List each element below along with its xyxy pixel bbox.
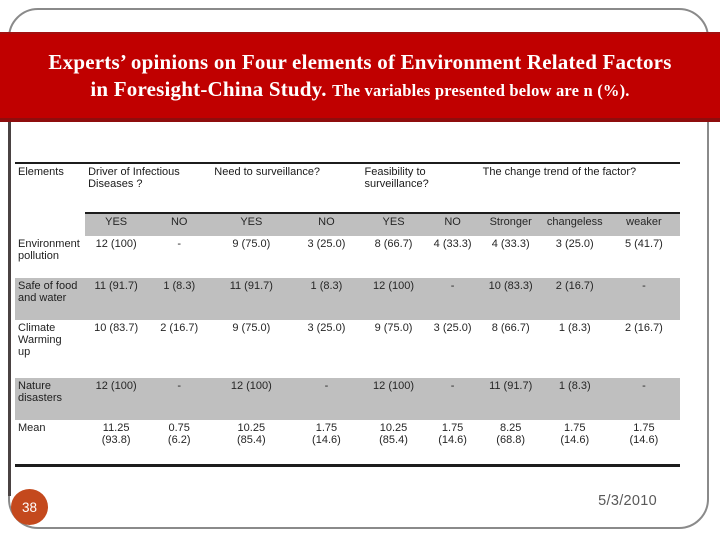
subheader-changeless: changeless — [541, 213, 608, 236]
table-cell: - — [291, 378, 362, 420]
page-subtitle: The variables presented below are n (%). — [332, 80, 630, 100]
table-cell: 2 (16.7) — [160, 322, 199, 334]
table-cell: 1.75 (14.6) — [438, 422, 467, 446]
subheader-need-no: NO — [291, 213, 362, 236]
table-cell: 12 (100) — [85, 378, 148, 420]
page-title-line2: in Foresight-China Study. The variables … — [0, 76, 720, 104]
subheader-need-yes: YES — [211, 213, 292, 236]
subheader-feasibility-no: NO — [425, 213, 480, 236]
table-cell: - — [607, 378, 680, 420]
table-cell: 3 (25.0) — [307, 322, 346, 334]
table-cell: 2 (16.7) — [624, 322, 663, 334]
column-header-driver: Driver of Infectious Diseases ? — [85, 163, 212, 214]
page-number-badge: 38 — [11, 489, 48, 525]
table-cell: 8.25 (68.8) — [496, 422, 526, 446]
table-cell: 9 (75.0) — [232, 322, 271, 334]
table-cell: - — [607, 278, 680, 320]
column-header-need: Need to surveillance? — [211, 163, 362, 214]
table-cell: 10.25 (85.4) — [236, 422, 266, 446]
column-header-feasibility: Feasibility to surveillance? — [361, 163, 480, 214]
table-cell: 10.25 (85.4) — [379, 422, 408, 446]
table-cell: 1 (8.3) — [147, 278, 212, 320]
table-cell: - — [425, 378, 480, 420]
table-cell: 1 (8.3) — [541, 378, 608, 420]
table-cell: 11 (91.7) — [211, 278, 292, 320]
table-cell: 10 (83.7) — [94, 322, 139, 334]
left-accent-bar — [8, 121, 11, 496]
results-table: Elements Driver of Infectious Diseases ?… — [15, 162, 680, 467]
slide-date: 5/3/2010 — [598, 493, 657, 509]
table-row-environment-pollution: Environment pollution 12 (100) - 9 (75.0… — [15, 236, 680, 278]
table-cell: 11.25 (93.8) — [101, 422, 131, 446]
table-cell: 9 (75.0) — [232, 238, 271, 250]
table-row-climate-warming: Climate Warming up 10 (83.7) 2 (16.7) 9 … — [15, 320, 680, 378]
table-cell: 12 (100) — [361, 378, 426, 420]
column-header-trend: The change trend of the factor? — [479, 163, 680, 214]
table-cell: 9 (75.0) — [374, 322, 413, 334]
table-cell: 4 (33.3) — [433, 238, 472, 250]
row-label: Safe of food and water — [15, 278, 86, 320]
table-row-mean: Mean 11.25 (93.8) 0.75 (6.2) 10.25 (85.4… — [15, 420, 680, 466]
table-cell: 1 (8.3) — [291, 278, 362, 320]
table-row-nature-disasters: Nature disasters 12 (100) - 12 (100) - 1… — [15, 378, 680, 420]
subheader-stronger: Stronger — [479, 213, 542, 236]
subheader-driver-no: NO — [147, 213, 212, 236]
table-cell: 5 (41.7) — [624, 238, 663, 250]
table-cell: 8 (66.7) — [374, 238, 413, 250]
results-table-container: Elements Driver of Infectious Diseases ?… — [15, 162, 680, 467]
table-cell: 1.75 (14.6) — [560, 422, 590, 446]
table-cell: 2 (16.7) — [541, 278, 608, 320]
table-cell: 1.75 (14.6) — [629, 422, 659, 446]
table-cell: 0.75 (6.2) — [167, 422, 191, 446]
table-cell: 12 (100) — [95, 238, 137, 250]
table-cell: 10 (83.3) — [479, 278, 542, 320]
table-cell: 3 (25.0) — [555, 238, 594, 250]
table-row-safe-food-water: Safe of food and water 11 (91.7) 1 (8.3)… — [15, 278, 680, 320]
table-cell: 1 (8.3) — [558, 322, 591, 334]
table-cell: 12 (100) — [211, 378, 292, 420]
row-label: Mean — [18, 422, 46, 434]
subheader-feasibility-yes: YES — [361, 213, 426, 236]
table-cell: - — [147, 378, 212, 420]
column-header-elements: Elements — [18, 166, 64, 178]
table-group-header-row: Elements Driver of Infectious Diseases ?… — [15, 163, 680, 214]
table-cell: 8 (66.7) — [491, 322, 530, 334]
row-label: Environment pollution — [18, 238, 80, 262]
title-bar: Experts’ opinions on Four elements of En… — [0, 32, 720, 122]
table-cell: 3 (25.0) — [433, 322, 472, 334]
page-number: 38 — [21, 499, 38, 515]
subheader-driver-yes: YES — [85, 213, 148, 236]
table-cell: - — [177, 238, 182, 250]
table-cell: 11 (91.7) — [479, 378, 542, 420]
row-label: Nature disasters — [15, 378, 86, 420]
table-cell: 1.75 (14.6) — [312, 422, 341, 446]
subheader-weaker: weaker — [607, 213, 680, 236]
page-title-line1: Experts’ opinions on Four elements of En… — [48, 49, 672, 74]
row-label: Climate Warming up — [18, 322, 62, 358]
table-cell: 11 (91.7) — [85, 278, 148, 320]
table-cell: 4 (33.3) — [491, 238, 530, 250]
table-cell: 3 (25.0) — [307, 238, 346, 250]
table-subheader-row: YES NO YES NO YES NO Stronger changeless… — [15, 213, 680, 236]
page-title-line2-main: in Foresight-China Study. — [90, 76, 327, 101]
table-cell: 12 (100) — [361, 278, 426, 320]
table-cell: - — [425, 278, 480, 320]
